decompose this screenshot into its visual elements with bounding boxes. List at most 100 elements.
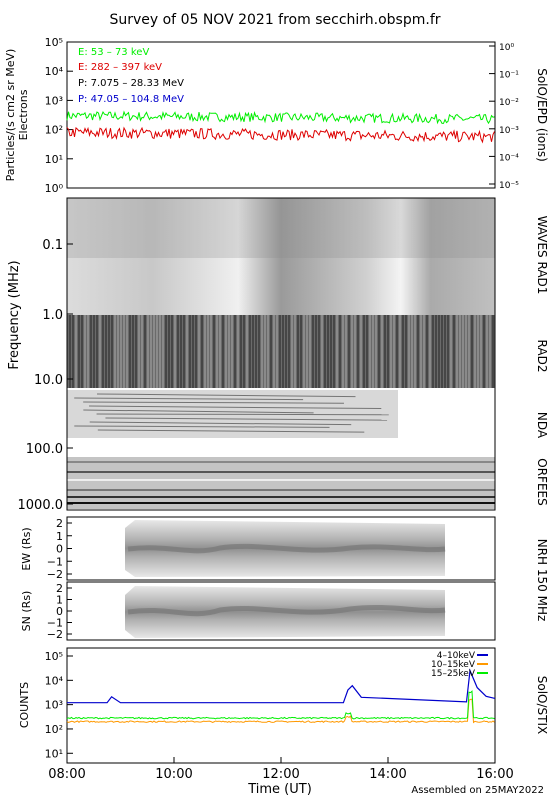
radio-ylabel: Frequency (MHz) — [7, 260, 22, 369]
stix-legend-label: 4–10keV — [437, 651, 476, 661]
nrh-ew-ridge — [127, 543, 446, 554]
nda-streak — [83, 401, 344, 404]
legend-e-53-73: E: 53 – 73 keV — [78, 47, 149, 58]
nrh-ytick-label: −1 — [47, 617, 63, 630]
stix-right-label: SolO/STIX — [535, 676, 549, 735]
nrh-ytick-label: −2 — [47, 568, 63, 581]
stix-ytick-label: 10¹ — [45, 747, 63, 760]
nda-streak — [96, 413, 389, 416]
nrh-sn-ylabel: SN (Rs) — [20, 591, 33, 632]
stix-series-line — [67, 668, 496, 704]
nda-streak — [83, 409, 314, 414]
epd-y2tick-label: 10⁻² — [499, 98, 519, 108]
nrh-ytick-label: −1 — [47, 555, 63, 568]
stix-y-ticks: 10¹ 10² 10³ 10⁴ 10⁵ — [45, 650, 73, 760]
nda-streak — [74, 397, 304, 401]
rad1-spectrogram — [67, 198, 495, 315]
xtick-label: 14:00 — [369, 767, 406, 782]
epd-series-line — [66, 110, 495, 125]
epd-ylabel-line1: Particles/(s cm2 sr MeV) — [4, 49, 17, 182]
epd-y2tick-label: 10⁻⁵ — [499, 181, 519, 191]
orfees-spectrogram — [67, 457, 495, 509]
nrh-ytick-label: 0 — [56, 543, 63, 556]
stix-legend-label: 10–15keV — [431, 660, 476, 670]
stix-ytick-label: 10⁵ — [45, 650, 63, 663]
nrh-ytick-label: 1 — [56, 594, 63, 607]
chart-title: Survey of 05 NOV 2021 from secchirh.obsp… — [109, 12, 440, 28]
nda-label: NDA — [535, 412, 549, 439]
nrh-right-label: NRH 150 MHz — [535, 539, 549, 622]
nda-streak — [105, 417, 388, 421]
rad2-texture — [66, 315, 494, 388]
epd-ytick-label: 10¹ — [45, 153, 63, 166]
nrh-sn-panel: 210−1−2 SN (Rs) NRH 150 MHz — [20, 539, 549, 641]
nrh-ytick-label: 2 — [56, 582, 63, 595]
xtick-label: 12:00 — [262, 767, 299, 782]
epd-ytick-label: 10⁵ — [45, 36, 63, 49]
nda-streak — [97, 429, 365, 433]
nrh-ytick-label: 1 — [56, 530, 63, 543]
radio-frame — [66, 197, 496, 511]
rad2-spectrogram — [67, 315, 495, 388]
orfees-label: ORFEES — [535, 458, 549, 505]
epd-y2tick-label: 10⁻⁴ — [499, 153, 519, 163]
stix-series-line — [66, 698, 495, 724]
nrh-sn-ridge — [127, 604, 446, 617]
nda-texture — [74, 393, 389, 433]
xtick-label: 08:00 — [48, 767, 85, 782]
nrh-ew-ylabel: EW (Rs) — [20, 527, 33, 570]
xtick-label: 10:00 — [155, 767, 192, 782]
nrh-ytick-label: 0 — [56, 605, 63, 618]
stix-ylabel: COUNTS — [18, 682, 31, 728]
epd-series — [66, 110, 495, 144]
epd-y-ticks: 10⁰ 10¹ 10² 10³ 10⁴ 10⁵ — [45, 36, 73, 195]
nda-streak — [97, 393, 356, 398]
stix-ytick-label: 10² — [45, 723, 63, 736]
epd-ytick-label: 10² — [45, 124, 63, 137]
epd-y2tick-label: 10⁻¹ — [499, 71, 519, 81]
epd-ytick-label: 10³ — [45, 94, 63, 107]
nrh-ew-panel: 210−1−2 EW (Rs) — [20, 516, 496, 581]
orfees-texture — [67, 461, 495, 504]
nda-streak — [74, 425, 330, 428]
xaxis-label: Time (UT) — [247, 782, 312, 797]
assembled-note: Assembled on 25MAY2022 — [411, 785, 544, 796]
legend-p-47-104: P: 47.05 – 104.8 MeV — [78, 94, 184, 105]
stix-legend-label: 15–25keV — [431, 669, 476, 679]
epd-frame — [66, 41, 496, 189]
epd-y2tick-label: 10⁰ — [499, 43, 514, 53]
epd-y2-ticks: 10⁻⁵ 10⁻⁴ 10⁻³ 10⁻² 10⁻¹ 10⁰ — [489, 43, 519, 191]
stix-ytick-label: 10⁴ — [45, 674, 64, 687]
legend-p-7-28: P: 7.075 – 28.33 MeV — [78, 78, 184, 89]
epd-ytick-label: 10⁰ — [45, 182, 64, 195]
epd-right-label: SolO/EPD (ions) — [535, 68, 549, 162]
radio-ytick-label: 1000.0 — [18, 498, 64, 513]
xtick-label: 16:00 — [476, 767, 513, 782]
legend-e-282-397: E: 282 – 397 keV — [78, 62, 162, 73]
stix-ytick-label: 10³ — [45, 699, 63, 712]
epd-ytick-label: 10⁴ — [45, 65, 64, 78]
stix-series — [66, 668, 496, 724]
nda-streak — [89, 421, 352, 426]
epd-ylabel-line2: Electrons — [17, 89, 30, 140]
time-axis: 08:00 10:00 12:00 14:00 16:00 — [48, 757, 514, 782]
radio-spectrum-panel: 0.1 1.0 10.0 100.0 1000.0 Frequency (MHz) WA… — [7, 197, 549, 513]
nrh-ytick-label: −2 — [47, 628, 63, 641]
rad1-upper-band — [67, 198, 495, 258]
nrh-ew-y-ticks: 210−1−2 — [47, 517, 72, 581]
radio-ytick-label: 1.0 — [42, 308, 63, 323]
epd-y2tick-label: 10⁻³ — [499, 126, 519, 136]
stix-series-line — [66, 690, 495, 720]
rad1-label: WAVES RAD1 — [535, 216, 549, 295]
rad2-label: RAD2 — [535, 340, 549, 373]
radio-y-ticks: 0.1 1.0 10.0 100.0 1000.0 — [18, 238, 73, 513]
nrh-sn-y-ticks: 210−1−2 — [47, 582, 72, 641]
radio-ytick-label: 0.1 — [42, 238, 63, 253]
radio-ytick-label: 100.0 — [26, 442, 63, 457]
nda-streak — [89, 405, 382, 410]
epd-series-line — [66, 126, 495, 144]
